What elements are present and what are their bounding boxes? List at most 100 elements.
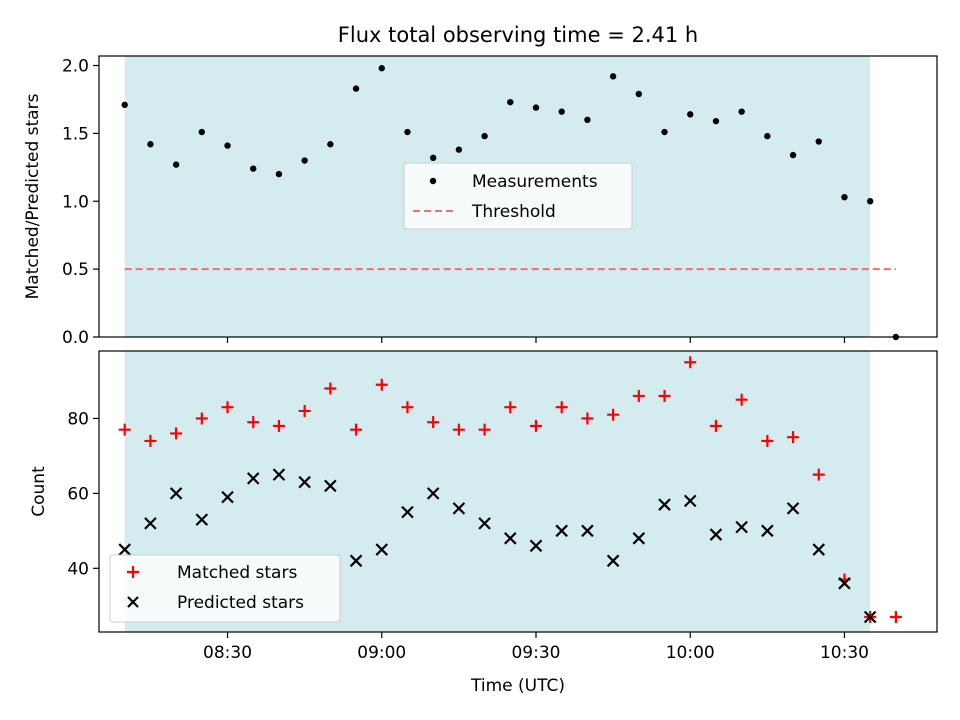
measurement-point: [738, 108, 745, 115]
predicted-star-point: [272, 468, 286, 481]
measurement-point: [609, 73, 617, 80]
top-legend: Measurements Threshold: [403, 162, 633, 230]
measurement-point: [275, 170, 283, 178]
predicted-star-point: [529, 539, 543, 553]
predicted-star-point: [606, 554, 620, 568]
measurement-point: [224, 142, 231, 149]
predicted-star-point: [838, 577, 851, 590]
predicted-star-point: [632, 532, 646, 545]
predicted-star-point: [195, 513, 209, 526]
legend-label-threshold: Threshold: [471, 202, 556, 222]
matched-star-point: [324, 382, 337, 395]
y-tick-label: 2.0: [62, 57, 89, 77]
matched-star-point: [350, 423, 363, 436]
top-y-axis-label: Matched/Predicted stars: [23, 93, 43, 299]
matched-star-point: [221, 401, 234, 414]
measurement-point: [841, 193, 848, 201]
y-tick-label: 80: [67, 409, 89, 429]
legend-marker-matched: [127, 566, 139, 578]
matched-star-point: [375, 378, 388, 391]
predicted-star-point: [375, 543, 389, 556]
measurement-point: [250, 165, 257, 172]
measurement-point: [532, 104, 540, 111]
measurement-point: [661, 128, 668, 136]
measurement-point: [712, 117, 720, 125]
matched-star-point: [607, 408, 620, 421]
bottom-axes-frame: [98, 350, 938, 633]
predicted-star-point: [349, 554, 363, 568]
measurement-point: [481, 132, 488, 140]
y-tick-label: 1.0: [62, 192, 89, 212]
matched-star-point: [889, 611, 902, 624]
predicted-star-point: [298, 475, 311, 489]
matched-star-point: [427, 416, 440, 429]
measurement-point: [558, 108, 565, 115]
predicted-star-point: [221, 490, 234, 504]
matched-star-point: [478, 423, 491, 436]
bottom-y-ticks: 40 60 80: [67, 409, 99, 579]
measurement-point: [455, 146, 463, 153]
predicted-star-point: [683, 494, 697, 508]
predicted-star-point: [786, 502, 800, 515]
measurement-point: [789, 151, 797, 159]
predicted-star-point: [555, 524, 568, 538]
predicted-star-point: [169, 487, 183, 500]
x-tick-label: 10:00: [666, 643, 715, 663]
matched-star-point: [195, 412, 208, 425]
top-x-ticks: [226, 337, 846, 343]
predicted-star-point: [581, 524, 594, 538]
matched-star-point: [170, 427, 183, 440]
x-tick-label: 09:00: [357, 643, 406, 663]
legend-marker-predicted: [127, 596, 139, 608]
matched-star-point: [272, 419, 285, 432]
x-tick-label: 08:30: [203, 643, 252, 663]
matched-star-point: [735, 393, 748, 406]
matched-star-point: [118, 423, 131, 436]
legend-label-predicted: Predicted stars: [177, 593, 304, 613]
legend-label-measurements: Measurements: [472, 172, 598, 192]
matched-star-point: [298, 404, 311, 417]
measurement-point: [404, 128, 411, 136]
measurement-point: [172, 161, 180, 168]
matched-star-point: [709, 419, 722, 432]
measurement-point: [866, 198, 874, 205]
y-tick-label: 0.5: [62, 260, 89, 280]
matched-star-point: [555, 401, 568, 414]
matched-star-point: [632, 389, 645, 402]
measurement-point: [147, 141, 154, 148]
y-tick-label: 60: [67, 484, 89, 504]
measurement-point: [584, 116, 591, 124]
x-axis-label: Time (UTC): [470, 676, 565, 696]
bottom-legend: Matched stars Predicted stars: [109, 554, 341, 623]
x-tick-label: 10:30: [820, 643, 869, 663]
legend-label-matched: Matched stars: [177, 563, 297, 583]
top-axes-frame: [98, 55, 938, 338]
bottom-panel: 40 60 80 08:30 09:00 09:30 10:00 10:30 Count M…: [29, 350, 938, 663]
matched-star-point: [529, 419, 542, 432]
predicted-star-point: [478, 517, 491, 530]
predicted-star-point: [735, 520, 748, 534]
measurement-point: [301, 157, 308, 164]
x-tick-label: 09:30: [511, 643, 560, 663]
measurement-point: [429, 154, 437, 162]
matched-star-point: [658, 389, 671, 402]
measurement-point: [198, 128, 206, 136]
chart-title: Flux total observing time = 2.41 h: [338, 23, 698, 47]
measurement-point: [815, 138, 822, 145]
top-legend-box: [403, 162, 633, 230]
predicted-star-point: [761, 524, 774, 538]
legend-marker-measurements: [429, 177, 437, 185]
measurement-point: [687, 111, 694, 118]
predicted-star-point: [426, 487, 440, 500]
bottom-y-axis-label: Count: [29, 466, 49, 517]
count-marks: [118, 356, 902, 624]
measurement-point: [507, 98, 514, 106]
matched-star-point: [401, 401, 414, 414]
matched-star-point: [761, 434, 774, 447]
predicted-star-point: [709, 528, 723, 541]
matched-star-point: [787, 431, 800, 444]
measurement-point: [635, 90, 643, 98]
matched-star-point: [504, 401, 517, 414]
predicted-star-point: [452, 502, 466, 515]
